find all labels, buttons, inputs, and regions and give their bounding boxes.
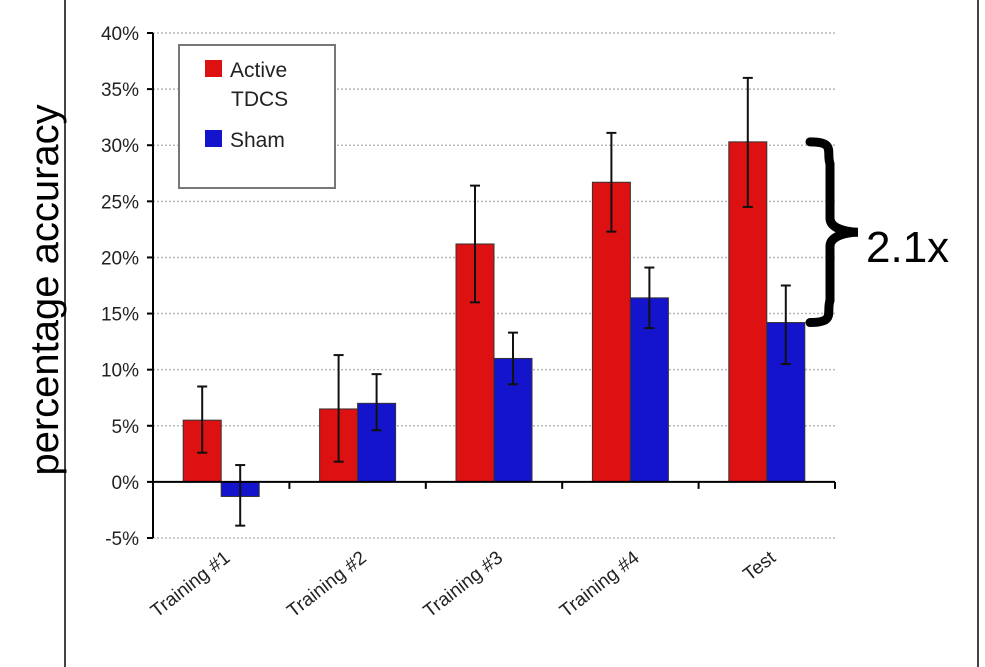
x-category-label: Training #3 xyxy=(420,547,507,622)
legend-label-active-line1: Active xyxy=(230,59,287,82)
y-tick-label: 40% xyxy=(101,24,139,45)
y-tick-label: 25% xyxy=(101,192,139,213)
legend: Active TDCS Sham xyxy=(178,44,336,189)
y-tick-label: 20% xyxy=(101,248,139,269)
x-category-label: Test xyxy=(739,547,780,585)
y-tick-label: 35% xyxy=(101,80,139,101)
bars xyxy=(182,76,806,527)
ratio-annotation: 2.1x xyxy=(805,137,949,328)
curly-brace xyxy=(805,137,859,328)
axes xyxy=(147,32,836,539)
legend-swatch-active xyxy=(205,60,222,77)
x-category-label: Training #4 xyxy=(556,547,644,622)
y-tick-label: 30% xyxy=(101,136,139,157)
legend-swatch-sham xyxy=(205,130,222,147)
ratio-label: 2.1x xyxy=(866,223,949,272)
legend-label-sham: Sham xyxy=(230,129,285,152)
y-tick-label: 0% xyxy=(112,473,140,494)
y-tick-label: -5% xyxy=(105,529,139,550)
legend-label-active-line2: TDCS xyxy=(231,88,288,111)
x-category-label: Training #1 xyxy=(147,547,234,622)
y-axis-title: percentage accuracy xyxy=(23,104,67,475)
y-tick-label: 10% xyxy=(101,361,139,382)
x-category-label: Training #2 xyxy=(283,547,370,622)
y-tick-label: 15% xyxy=(101,305,139,326)
y-tick-label: 5% xyxy=(112,417,140,438)
